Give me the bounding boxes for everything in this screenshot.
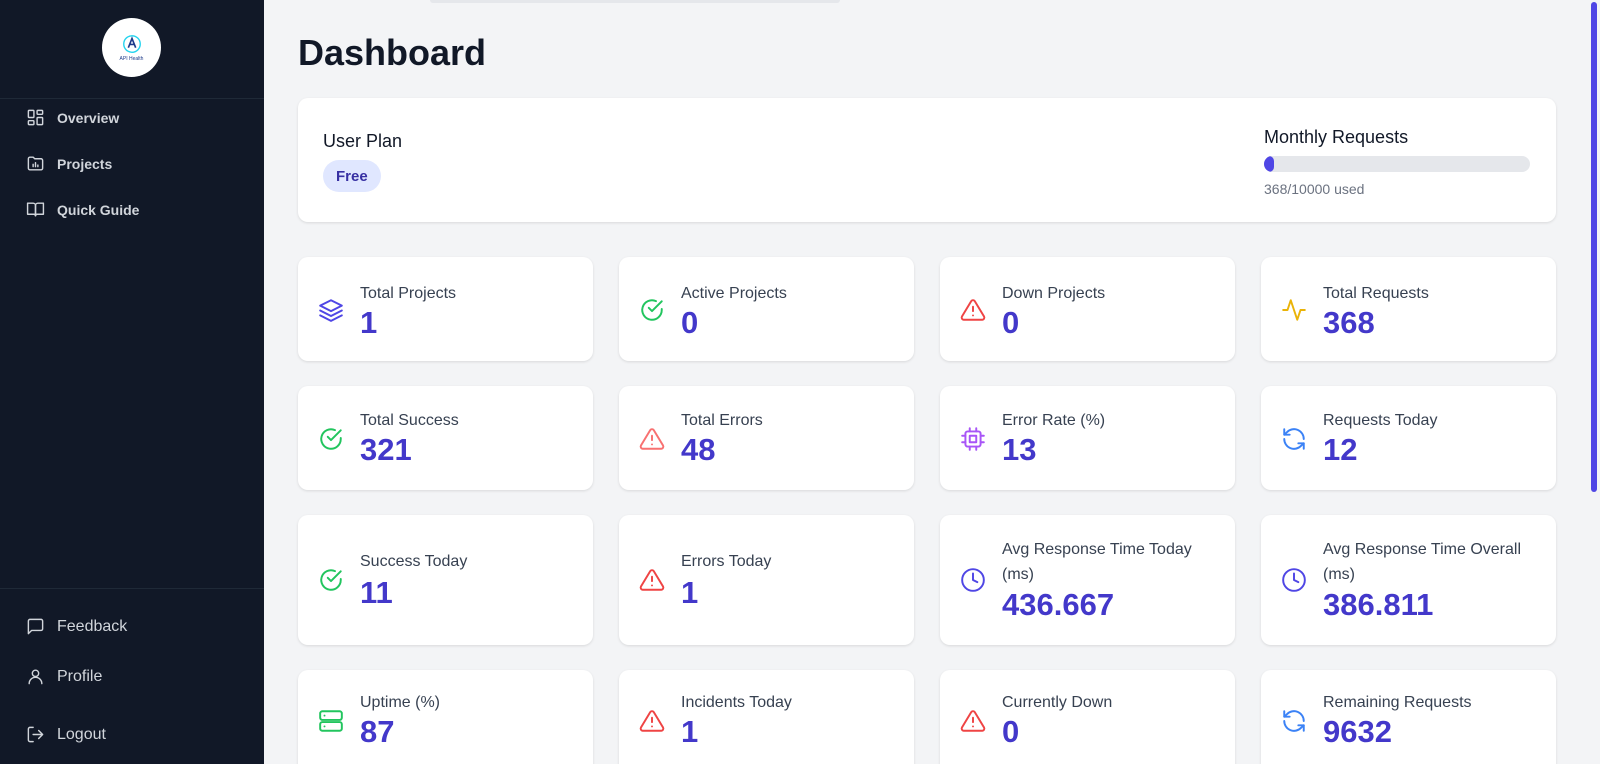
stat-card: Uptime (%) 87 [298,670,593,764]
stat-value: 12 [1323,432,1358,467]
monthly-requests-used: 368/10000 used [1264,181,1365,197]
stat-value: 13 [1002,432,1037,467]
logout-icon [27,726,44,743]
stat-card: Total Projects 1 [298,257,593,361]
alert-triangle-icon [639,567,665,593]
plan-badge: Free [323,160,381,192]
stat-value: 0 [681,305,699,340]
stat-card: Avg Response Time Today (ms) 436.667 [940,515,1235,645]
stat-card: Incidents Today 1 [619,670,914,764]
refresh-icon [1281,708,1307,734]
check-circle-icon [318,567,344,593]
stat-card: Currently Down 0 [940,670,1235,764]
logo-text: API Health [119,56,144,62]
stat-value: 1 [360,305,378,340]
stat-card: Error Rate (%) 13 [940,386,1235,490]
check-circle-icon [639,297,665,323]
stat-card: Requests Today 12 [1261,386,1556,490]
monthly-requests-label: Monthly Requests [1264,127,1409,147]
alert-triangle-icon [639,708,665,734]
scrollbar[interactable] [1588,0,1600,764]
clock-icon [960,567,986,593]
sidebar-divider [0,98,264,99]
stat-label: Total Projects [360,285,457,302]
scrollbar-thumb[interactable] [1591,2,1597,492]
clock-icon [1281,567,1307,593]
stat-label: Total Errors [681,412,763,429]
sidebar-item-label: Logout [57,725,106,743]
check-circle-icon [318,426,344,452]
stat-value: 1 [681,575,699,610]
stat-card: Remaining Requests 9632 [1261,670,1556,764]
sidebar: API Health Overview Projects Quick Guide… [0,0,264,764]
stat-label: Avg Response Time Today (ms) [1002,541,1192,583]
sidebar-item-label: Quick Guide [57,201,140,218]
alert-triangle-icon [639,426,665,452]
alert-triangle-icon [960,708,986,734]
stat-label: Down Projects [1002,285,1106,302]
stat-card: Success Today 11 [298,515,593,645]
sidebar-item-projects[interactable]: Projects [26,154,112,173]
stat-value: 87 [360,714,395,749]
sidebar-item-logout[interactable]: Logout [26,725,106,744]
logo-icon [122,35,141,53]
plan-label: User Plan [323,131,403,151]
folder-chart-icon [27,156,44,171]
stat-label: Errors Today [681,553,772,570]
monthly-requests-progress [1264,156,1530,172]
stat-card: Errors Today 1 [619,515,914,645]
book-icon [26,202,45,217]
stat-label: Total Success [360,412,459,429]
stat-value: 321 [360,432,412,467]
cpu-icon [960,426,986,452]
sidebar-item-profile[interactable]: Profile [26,667,102,686]
app-logo[interactable]: API Health [102,18,161,77]
grid-icon [27,109,44,126]
stat-label: Active Projects [681,285,787,302]
top-edge-bar [430,0,840,3]
stat-card: Down Projects 0 [940,257,1235,361]
message-icon [27,618,44,635]
sidebar-item-feedback[interactable]: Feedback [26,617,127,636]
stat-label: Avg Response Time Overall (ms) [1323,541,1522,583]
stat-label: Uptime (%) [360,694,441,711]
stat-value: 1 [681,714,699,749]
stat-value: 11 [360,575,393,610]
progress-fill [1264,156,1274,172]
stat-label: Currently Down [1002,694,1113,711]
sidebar-item-label: Feedback [57,617,128,635]
refresh-icon [1281,426,1307,452]
stat-value: 0 [1002,714,1020,749]
stat-value: 436.667 [1002,587,1115,622]
user-icon [28,669,43,685]
stat-value: 9632 [1323,714,1392,749]
sidebar-item-label: Profile [57,667,103,685]
layers-icon [318,297,344,323]
page-title: Dashboard [298,32,487,73]
stat-card: Total Errors 48 [619,386,914,490]
sidebar-item-label: Projects [57,155,113,172]
stat-label: Total Requests [1323,285,1429,302]
stat-label: Requests Today [1323,412,1438,429]
stat-value: 386.811 [1323,587,1434,622]
stat-card: Active Projects 0 [619,257,914,361]
plan-card: User Plan Free Monthly Requests 368/1000… [298,98,1556,222]
stat-card: Total Requests 368 [1261,257,1556,361]
stat-card: Avg Response Time Overall (ms) 386.811 [1261,515,1556,645]
stat-label: Remaining Requests [1323,694,1472,711]
server-icon [318,708,344,734]
activity-icon [1281,297,1307,323]
stat-value: 0 [1002,305,1020,340]
sidebar-item-quick-guide[interactable]: Quick Guide [26,200,139,219]
stat-label: Incidents Today [681,694,792,711]
stat-value: 48 [681,432,716,467]
sidebar-item-overview[interactable]: Overview [26,108,119,127]
sidebar-divider [0,588,264,589]
sidebar-item-label: Overview [57,109,120,126]
stat-label: Success Today [360,553,468,570]
alert-triangle-icon [960,297,986,323]
stat-value: 368 [1323,305,1375,340]
stat-card: Total Success 321 [298,386,593,490]
stat-label: Error Rate (%) [1002,412,1106,429]
